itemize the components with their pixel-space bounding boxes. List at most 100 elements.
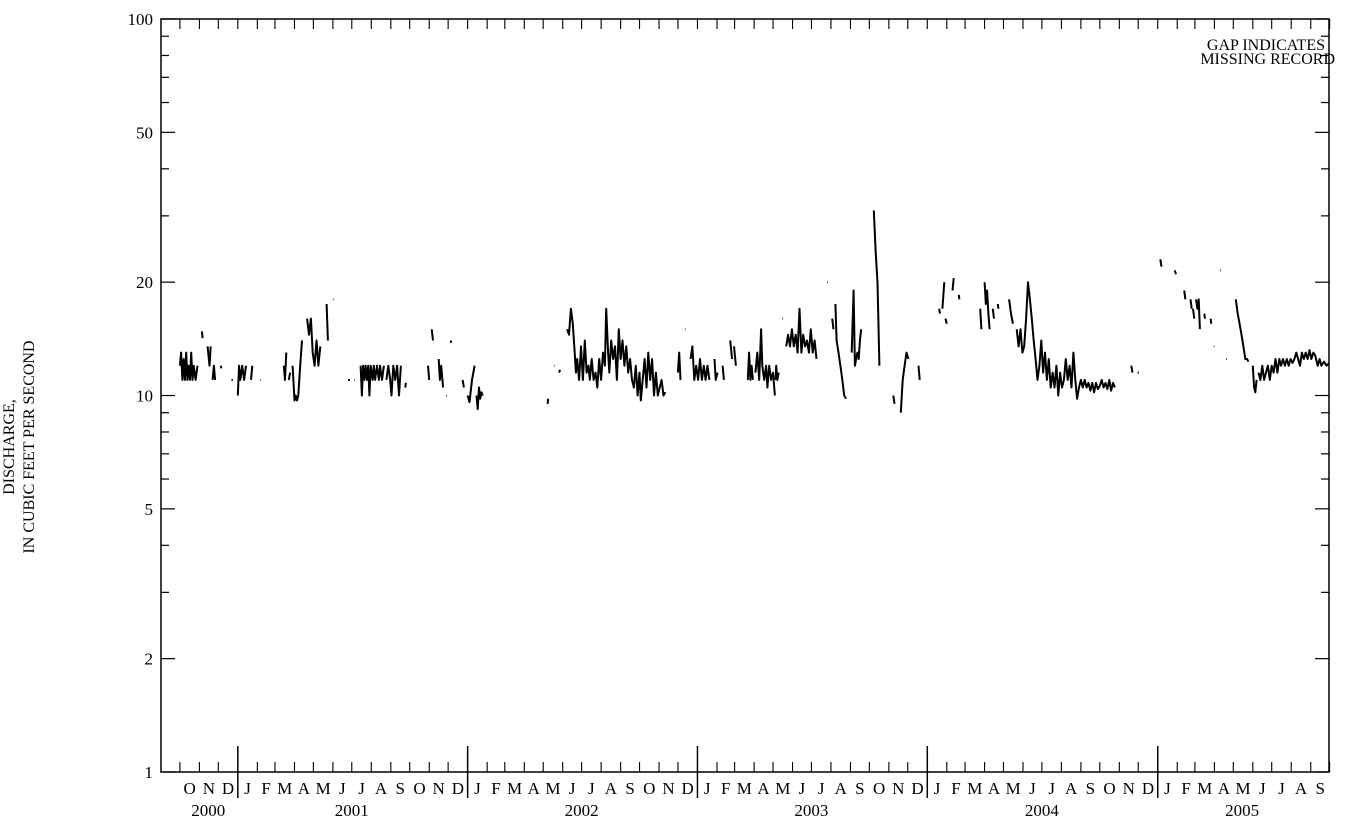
series-segment [872,210,881,366]
x-month-label: D [222,779,234,798]
discharge-series [178,210,1330,413]
series-segment [834,303,847,400]
series-segment [430,329,434,341]
x-month-label: M [737,779,752,798]
series-segment [449,340,453,344]
series-segment [1195,298,1201,330]
series-segment [1130,365,1134,373]
x-month-label: D [452,779,464,798]
x-month-label: O [413,779,425,798]
series-segment [944,318,948,325]
x-month-label: J [1048,779,1055,798]
series-segment [1203,313,1206,319]
x-month-label: M [1197,779,1212,798]
annotation-line-2: MISSING RECORD [1200,51,1335,68]
series-segment [178,351,199,381]
x-month-label: N [662,779,674,798]
series-segment [282,352,288,381]
x-month-label: F [951,779,960,798]
series-segment [557,369,562,374]
x-month-label: J [358,779,365,798]
series-segment [774,364,780,381]
x-month-label: M [545,779,560,798]
series-segment [566,307,667,402]
x-month-label: J [339,779,346,798]
series-segment [899,351,910,413]
x-month-label: S [625,779,634,798]
x-month-label: M [507,779,522,798]
series-segment [996,303,1000,309]
x-year-label: 2003 [794,801,828,820]
y-tick-label: 20 [136,273,153,292]
series-segment [850,289,863,367]
plot-frame [160,18,1330,773]
x-month-label: F [1181,779,1190,798]
series-segment [546,398,550,405]
x-month-label: A [375,779,388,798]
annotation-line-1: GAP INDICATES [1207,37,1325,54]
x-month-label: M [775,779,790,798]
series-segment [979,308,983,330]
series-segment [957,294,961,300]
x-month-label: D [682,779,694,798]
x-month-label: M [1006,779,1021,798]
series-segment [713,358,719,381]
x-month-label: A [757,779,770,798]
series-segment [475,386,484,411]
x-month-label: J [1164,779,1171,798]
x-month-label: S [855,779,864,798]
y-tick-label: 2 [145,650,154,669]
series-segment [1189,299,1193,309]
series-segment [250,365,254,380]
y-tick-label: 5 [145,500,154,519]
x-month-label: J [818,779,825,798]
x-month-label: A [1065,779,1078,798]
x-month-label: F [261,779,270,798]
series-segment [1008,299,1014,324]
series-segment [1209,318,1213,324]
series-segment [291,340,303,402]
series-segment [461,379,465,388]
x-month-label: M [1235,779,1250,798]
series-segment [427,365,431,380]
series-segment [1183,290,1187,300]
x-year-label: 2005 [1225,801,1259,820]
x-month-label: A [298,779,311,798]
y-tick-label: 50 [136,123,153,142]
x-month-label: J [799,779,806,798]
x-month-label: S [1086,779,1095,798]
series-segment [437,358,445,388]
x-month-label: O [643,779,655,798]
x-year-label: 2001 [335,801,369,820]
series-segment [1234,299,1250,363]
x-month-label: A [988,779,1001,798]
y-tick-label: 10 [136,387,153,406]
x-month-label: F [491,779,500,798]
x-month-label: J [244,779,251,798]
minor-ticks [161,35,1329,593]
series-segment [991,308,995,319]
series-segment [746,351,754,381]
series-segment [917,365,921,380]
x-month-label: F [721,779,730,798]
x-month-label: N [1123,779,1135,798]
series-segment [983,282,991,330]
series-segment [206,346,212,367]
x-year-label: 2000 [191,801,225,820]
series-segment [1251,365,1258,394]
series-segment [325,303,329,341]
x-year-label: 2004 [1025,801,1060,820]
series-segment [831,318,835,330]
series-segment [729,340,734,360]
series-segment [236,364,247,396]
x-month-label: A [1218,779,1231,798]
x-month-label: A [605,779,618,798]
series-segment [1159,259,1163,267]
x-month-label: S [1315,779,1324,798]
x-month-label: J [569,779,576,798]
y-tick-label: 100 [128,10,154,29]
series-segment [287,372,292,381]
y-tick-label: 1 [145,763,154,782]
series-segment [754,328,776,396]
